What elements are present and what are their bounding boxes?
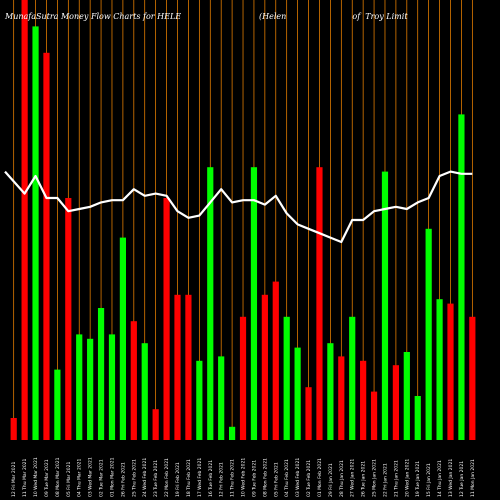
bar	[283, 316, 290, 440]
x-tick-label: 21 Thu Jan 2021	[393, 460, 399, 497]
x-tick-label: 13 Wed Jan 2021	[448, 459, 454, 497]
x-tick-label: 12 Fri Mar 2021	[11, 462, 17, 497]
bar	[21, 0, 28, 440]
bar	[469, 316, 476, 440]
bar	[272, 281, 279, 440]
x-tick-label: 09 Tue Mar 2021	[44, 459, 50, 497]
bar	[76, 334, 83, 440]
bar	[360, 360, 367, 440]
x-tick-label: 16 Tue Feb 2021	[208, 460, 214, 497]
bar	[152, 409, 159, 440]
bar	[141, 343, 148, 440]
bar	[119, 237, 126, 440]
x-tick-label: 17 Wed Feb 2021	[197, 458, 203, 497]
x-tick-label: 11 Mon Jan 2021	[470, 459, 476, 497]
bar	[130, 321, 137, 440]
x-tick-label: 08 Mon Mar 2021	[55, 457, 61, 497]
x-tick-label: 26 Tue Jan 2021	[361, 461, 367, 497]
x-tick-label: 09 Tue Feb 2021	[251, 460, 257, 497]
x-tick-label: 15 Fri Jan 2021	[426, 463, 432, 497]
bar	[87, 338, 94, 440]
x-tick-label: 02 Tue Feb 2021	[306, 460, 312, 497]
x-tick-label: 12 Tue Jan 2021	[459, 461, 465, 497]
bar	[163, 198, 170, 440]
x-tick-label: 14 Thu Jan 2021	[437, 460, 443, 497]
x-tick-label: 27 Wed Jan 2021	[350, 459, 356, 497]
x-tick-label: 24 Wed Feb 2021	[142, 458, 148, 497]
x-tick-label: 19 Tue Jan 2021	[415, 461, 421, 497]
bar	[261, 294, 268, 440]
bar	[327, 343, 334, 440]
bar	[174, 294, 181, 440]
x-tick-label: 01 Mon Mar 2021	[109, 457, 115, 497]
bar	[97, 308, 105, 440]
bar	[305, 387, 312, 440]
x-tick-label: 23 Tue Feb 2021	[153, 460, 159, 497]
x-tick-label: 28 Thu Jan 2021	[339, 460, 345, 497]
bar	[250, 167, 258, 440]
bar	[185, 294, 192, 440]
bar	[392, 365, 399, 440]
x-tick-label: 03 Wed Mar 2021	[88, 457, 94, 497]
bars	[10, 0, 476, 441]
money-flow-line	[4, 170, 473, 244]
bar	[239, 316, 247, 440]
x-tick-label: 03 Wed Feb 2021	[295, 458, 301, 497]
bar	[414, 396, 421, 440]
bar	[403, 352, 410, 440]
x-tick-label: 22 Mon Feb 2021	[164, 458, 170, 497]
x-tick-label: 04 Thu Feb 2021	[284, 459, 290, 497]
bar	[316, 167, 323, 440]
x-tick-label: 02 Tue Mar 2021	[99, 459, 105, 497]
x-tick-label: 05 Fri Mar 2021	[66, 462, 72, 497]
bar	[381, 171, 389, 440]
x-tick-label: 05 Fri Feb 2021	[273, 462, 279, 497]
bar	[32, 26, 39, 441]
x-tick-label: 26 Fri Feb 2021	[120, 462, 126, 497]
chart-subtitle: (Helen of Troy Limit	[259, 12, 408, 21]
chart-title: MunafaSutra Money Flow Charts for HELE	[4, 12, 181, 21]
x-tick-label: 11 Thu Feb 2021	[230, 459, 236, 497]
bar	[207, 167, 214, 440]
x-tick-label: 29 Fri Jan 2021	[328, 463, 334, 497]
bar	[218, 356, 225, 440]
bar	[108, 334, 116, 440]
bar	[196, 360, 203, 440]
bar	[229, 426, 236, 440]
x-tick-label: 19 Fri Feb 2021	[175, 462, 181, 497]
bar	[458, 114, 465, 441]
x-tick-label: 12 Fri Feb 2021	[219, 462, 225, 497]
bar	[54, 369, 61, 440]
x-tick-label: 22 Fri Jan 2021	[382, 463, 388, 497]
bar	[425, 228, 432, 440]
bar	[447, 303, 454, 440]
x-tick-labels: 12 Fri Mar 2021 11 Thu Mar 2021 10 Wed Mar…	[11, 457, 476, 497]
bar	[43, 52, 50, 441]
bar	[436, 299, 443, 440]
x-tick-label: 18 Thu Feb 2021	[186, 459, 192, 497]
x-tick-label: 11 Thu Mar 2021	[22, 458, 28, 497]
x-tick-label: 20 Wed Jan 2021	[404, 459, 410, 497]
bar	[349, 316, 356, 440]
x-tick-label: 08 Mon Feb 2021	[262, 458, 268, 497]
bar	[338, 356, 345, 440]
x-tick-label: 10 Wed Feb 2021	[241, 458, 247, 497]
x-tick-label: 25 Thu Feb 2021	[131, 459, 137, 497]
x-tick-label: 01 Mon Feb 2021	[317, 458, 323, 497]
bar	[65, 198, 72, 440]
x-tick-label: 04 Thu Mar 2021	[77, 458, 83, 497]
x-tick-label: 25 Mon Jan 2021	[372, 459, 378, 497]
bar	[370, 391, 378, 440]
x-tick-label: 10 Wed Mar 2021	[33, 457, 39, 497]
bar	[294, 347, 301, 440]
bar	[10, 418, 17, 440]
